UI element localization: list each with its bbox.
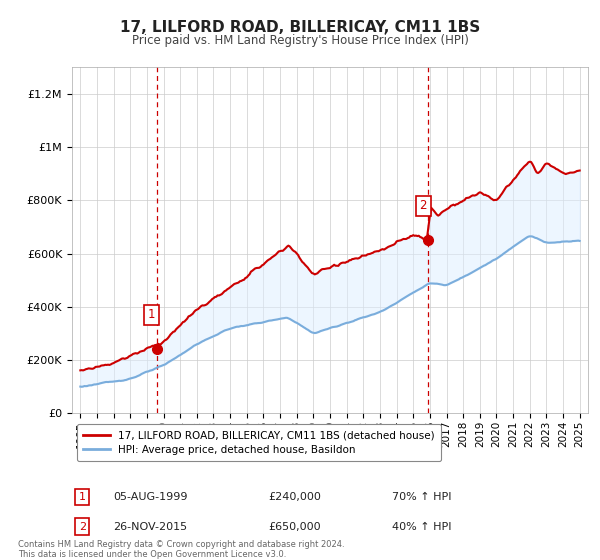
Text: £650,000: £650,000 bbox=[268, 521, 321, 531]
Legend: 17, LILFORD ROAD, BILLERICAY, CM11 1BS (detached house), HPI: Average price, det: 17, LILFORD ROAD, BILLERICAY, CM11 1BS (… bbox=[77, 424, 441, 461]
Text: 26-NOV-2015: 26-NOV-2015 bbox=[113, 521, 187, 531]
Text: £240,000: £240,000 bbox=[268, 492, 321, 502]
Text: 17, LILFORD ROAD, BILLERICAY, CM11 1BS: 17, LILFORD ROAD, BILLERICAY, CM11 1BS bbox=[120, 20, 480, 35]
Text: Contains HM Land Registry data © Crown copyright and database right 2024.
This d: Contains HM Land Registry data © Crown c… bbox=[18, 540, 344, 559]
Text: 2: 2 bbox=[419, 199, 427, 212]
Text: 40% ↑ HPI: 40% ↑ HPI bbox=[392, 521, 451, 531]
Text: Price paid vs. HM Land Registry's House Price Index (HPI): Price paid vs. HM Land Registry's House … bbox=[131, 34, 469, 46]
Text: 1: 1 bbox=[79, 492, 86, 502]
Text: 05-AUG-1999: 05-AUG-1999 bbox=[113, 492, 188, 502]
Text: 1: 1 bbox=[148, 309, 155, 321]
Text: 2: 2 bbox=[79, 521, 86, 531]
Text: 70% ↑ HPI: 70% ↑ HPI bbox=[392, 492, 451, 502]
